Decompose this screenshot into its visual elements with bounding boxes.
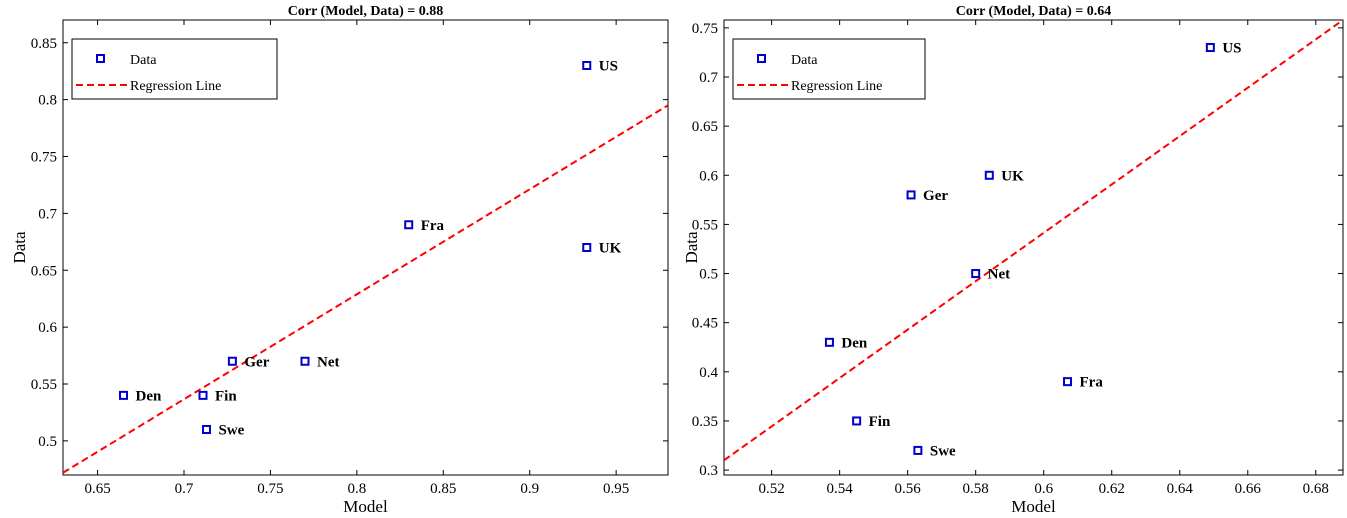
x-tick-label: 0.62: [1099, 481, 1125, 497]
y-tick-label: 0.6: [699, 168, 718, 184]
y-tick-label: 0.6: [38, 320, 57, 336]
chart-title: Corr (Model, Data) = 0.64: [956, 4, 1111, 19]
y-tick-label: 0.7: [38, 206, 57, 222]
y-axis-label: Data: [10, 231, 29, 264]
x-tick-label: 0.9: [520, 481, 539, 497]
y-tick-label: 0.55: [692, 217, 718, 233]
point-label-uk: UK: [599, 241, 622, 257]
plot-frame: [62, 19, 669, 476]
x-tick-label: 0.66: [1235, 481, 1262, 497]
y-tick-label: 0.5: [38, 434, 57, 450]
point-label-fin: Fin: [869, 414, 891, 430]
data-point-fin: [852, 416, 862, 426]
legend-data-marker: [757, 54, 766, 63]
y-tick-label: 0.3: [699, 463, 718, 479]
data-point-ger: [906, 190, 916, 200]
data-point-uk: [984, 170, 994, 180]
point-label-fra: Fra: [1080, 375, 1104, 391]
data-point-fra: [404, 220, 414, 230]
x-axis-label: Model: [1011, 497, 1056, 516]
point-label-us: US: [1222, 41, 1241, 57]
y-tick-label: 0.7: [699, 70, 718, 86]
legend-data-label: Data: [130, 53, 157, 68]
y-axis-label: Data: [682, 231, 701, 264]
y-tick-label: 0.8: [38, 93, 57, 109]
scatter-chart-left: Corr (Model, Data) = 0.88 0.65 0.7 0.75 0.8 0…: [10, 4, 669, 516]
x-tick-label: 0.52: [758, 481, 784, 497]
x-tick-label: 0.85: [430, 481, 456, 497]
point-label-swe: Swe: [218, 423, 244, 439]
legend-box: [71, 38, 278, 100]
y-tick-label: 0.45: [692, 316, 718, 332]
data-point-uk: [582, 243, 592, 252]
x-tick-label: 0.56: [895, 481, 922, 497]
point-label-swe: Swe: [930, 443, 956, 459]
point-label-ger: Ger: [244, 354, 269, 370]
chart-panel-right: Corr (Model, Data) = 0.64 0.52 0.54 0.56 0.5…: [674, 0, 1347, 518]
y-tick-label: 0.5: [699, 267, 718, 283]
legend-data-label: Data: [791, 53, 818, 68]
data-point-net: [971, 269, 981, 279]
y-tick-label: 0.4: [699, 365, 718, 381]
legend-data-marker: [96, 54, 105, 63]
x-tick-label: 0.8: [347, 481, 366, 497]
scatter-chart-right: Corr (Model, Data) = 0.64 0.52 0.54 0.56 0.5…: [682, 4, 1344, 516]
point-label-net: Net: [988, 267, 1011, 283]
data-point-us: [582, 61, 592, 70]
y-tick-label: 0.65: [692, 119, 718, 135]
point-label-uk: UK: [1001, 168, 1024, 184]
data-point-swe: [201, 425, 211, 434]
regression-line: [724, 20, 1343, 462]
chart-title: Corr (Model, Data) = 0.88: [288, 4, 443, 19]
point-label-fin: Fin: [215, 388, 237, 404]
point-label-fra: Fra: [421, 218, 445, 234]
y-tick-label: 0.85: [31, 36, 57, 52]
data-point-ger: [227, 356, 237, 366]
chart-panel-left: Corr (Model, Data) = 0.88 0.65 0.7 0.75 0.8 0…: [0, 0, 673, 518]
data-point-den: [824, 337, 834, 347]
y-tick-label: 0.75: [31, 150, 57, 166]
point-label-net: Net: [317, 354, 340, 370]
data-point-fra: [1063, 377, 1073, 387]
x-tick-label: 0.7: [175, 481, 194, 497]
y-tick-label: 0.35: [692, 414, 718, 430]
y-tick-label: 0.65: [31, 263, 57, 279]
data-point-fin: [198, 390, 208, 400]
x-tick-label: 0.95: [603, 481, 629, 497]
regression-line: [63, 104, 668, 474]
x-tick-label: 0.54: [827, 481, 854, 497]
y-tick-label: 0.55: [31, 377, 57, 393]
x-tick-label: 0.65: [84, 481, 110, 497]
point-label-us: US: [599, 59, 618, 75]
x-tick-label: 0.68: [1303, 481, 1329, 497]
plot-frame: [723, 19, 1344, 476]
x-tick-label: 0.58: [963, 481, 989, 497]
point-label-ger: Ger: [923, 188, 948, 204]
x-tick-label: 0.64: [1167, 481, 1194, 497]
point-label-den: Den: [136, 388, 162, 404]
data-point-den: [119, 390, 128, 400]
point-label-den: Den: [841, 335, 867, 351]
legend-regression-label: Regression Line: [130, 79, 221, 94]
x-tick-label: 0.75: [257, 481, 283, 497]
x-tick-label: 0.6: [1034, 481, 1053, 497]
data-point-net: [300, 356, 310, 366]
x-axis-label: Model: [343, 497, 388, 516]
y-tick-label: 0.75: [692, 21, 718, 37]
legend-regression-label: Regression Line: [791, 79, 882, 94]
data-point-us: [1205, 43, 1215, 53]
data-point-swe: [913, 445, 923, 455]
legend-box: [732, 38, 926, 100]
